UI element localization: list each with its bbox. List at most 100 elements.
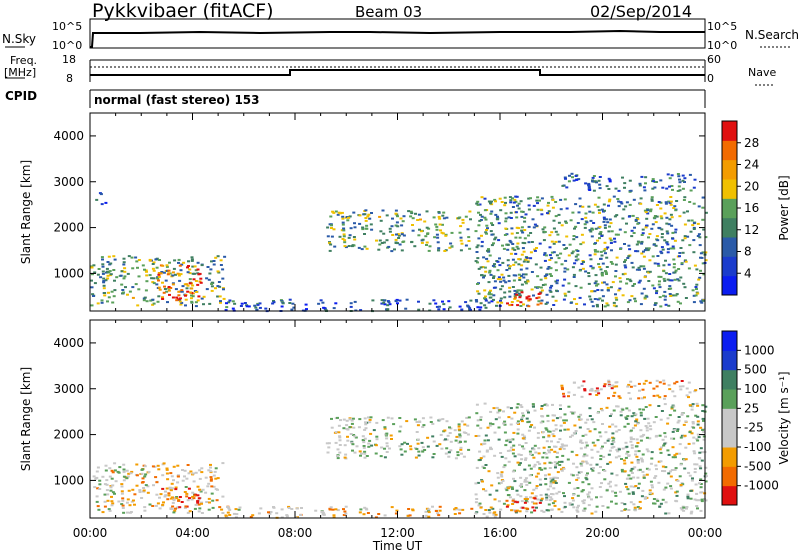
xaxis-title: Time UT [372, 539, 423, 553]
power-cell-4 [578, 205, 582, 208]
power-cell-4 [584, 270, 588, 273]
velocity-cell-3 [636, 441, 640, 444]
velocity-cell-3 [520, 420, 524, 423]
velocity-cell-3 [547, 430, 551, 433]
velocity-cell-1 [174, 488, 178, 491]
power-cell-0 [202, 295, 206, 298]
velocity-cell-2 [405, 420, 409, 423]
velocity-cell-6 [285, 514, 289, 517]
velocity-cell-0 [111, 491, 115, 494]
power-cell-7 [396, 302, 399, 305]
velocity-cell-0 [120, 492, 124, 495]
power-cell-4 [481, 266, 485, 268]
velocity-cell-6 [470, 507, 474, 510]
power-cell-6 [678, 178, 681, 181]
power-cell-3 [343, 241, 347, 244]
power-cell-3 [366, 215, 370, 218]
velocity-cell-0 [98, 479, 102, 482]
power-cell-4 [662, 277, 666, 280]
velocity-cell-5 [675, 380, 679, 383]
velocity-cell-3 [538, 478, 542, 481]
power-cell-0 [122, 277, 126, 280]
power-cell-4 [601, 281, 604, 284]
velocity-cell-2 [458, 435, 462, 438]
velocity-cell-3 [604, 431, 608, 434]
velocity-cell-3 [586, 418, 590, 421]
velocity-cell-3 [624, 482, 628, 485]
velocity-cell-0 [110, 469, 114, 472]
velocity-cell-0 [210, 492, 214, 495]
velocity-cell-3 [624, 508, 628, 511]
power-cell-3 [332, 228, 336, 231]
velocity-cell-3 [605, 489, 609, 492]
power-cell-3 [342, 235, 346, 238]
velocity-cell-3 [485, 450, 489, 453]
power-cell-4 [503, 204, 507, 207]
power-cell-0 [126, 272, 130, 275]
power-cell-4 [575, 236, 579, 239]
velocity-cell-2 [351, 449, 354, 452]
power-cell-7 [383, 299, 386, 302]
power-cell-4 [651, 255, 655, 258]
velocity-cell-3 [701, 404, 705, 407]
power-cell-4 [663, 290, 667, 293]
power-ytick-label: 1000 [53, 266, 84, 280]
power-cell-6 [575, 178, 579, 181]
power-cell-4 [475, 300, 479, 303]
power-cell-4 [593, 203, 597, 206]
power-cell-4 [509, 217, 513, 219]
power-cell-4 [557, 240, 561, 243]
power-cell-4 [556, 233, 560, 236]
velocity-cell-5 [577, 386, 581, 389]
power-cell-4 [679, 247, 683, 249]
velocity-cell-2 [363, 428, 367, 431]
power-cell-4 [590, 235, 594, 238]
power-cell-7 [387, 301, 391, 304]
power-cell-4 [555, 282, 559, 285]
velocity-cell-0 [96, 466, 100, 469]
velocity-cell-3 [608, 480, 612, 483]
velocity-cell-3 [620, 502, 624, 504]
velocity-cell-3 [632, 438, 636, 441]
power-cell-4 [483, 216, 487, 219]
power-cell-4 [669, 287, 673, 290]
power-cell-6 [561, 184, 565, 187]
power-cell-0 [112, 269, 116, 271]
power-cell-4 [545, 273, 549, 276]
power-cell-4 [523, 220, 527, 223]
velocity-cell-3 [690, 432, 694, 435]
velocity-cell-5 [638, 389, 641, 392]
velocity-cell-3 [475, 466, 479, 469]
velocity-cell-5 [613, 391, 617, 394]
velocity-cell-2 [403, 441, 407, 444]
velocity-cell-3 [649, 428, 653, 431]
power-cell-4 [678, 215, 682, 218]
freq-line [90, 69, 705, 76]
power-cell-4 [682, 199, 686, 201]
power-cell-4 [632, 198, 636, 201]
power-cell-0 [101, 270, 105, 273]
velocity-cell-3 [551, 403, 554, 406]
power-cell-4 [550, 284, 554, 287]
velocity-cell-5 [640, 397, 644, 400]
velocity-cell-5 [626, 385, 630, 388]
velocity-cell-0 [170, 482, 174, 485]
velocity-cell-3 [614, 494, 618, 497]
velocity-cell-3 [572, 493, 575, 496]
power-cell-4 [666, 243, 670, 246]
power-cell-4 [663, 212, 667, 215]
velocity-cell-3 [515, 406, 519, 409]
power-cell-4 [474, 230, 478, 233]
velocity-cell-3 [599, 495, 603, 498]
velocity-cell-3 [527, 464, 531, 467]
power-cell-7 [479, 306, 483, 309]
velocity-cell-5 [602, 385, 606, 388]
power-cell-4 [638, 268, 641, 271]
power-cell-0 [166, 301, 169, 304]
velocity-cell-2 [352, 434, 356, 436]
velocity-cell-3 [586, 428, 590, 430]
power-cell-7 [435, 305, 439, 308]
power-cell-1 [178, 264, 182, 267]
power-cell-4 [657, 283, 661, 286]
